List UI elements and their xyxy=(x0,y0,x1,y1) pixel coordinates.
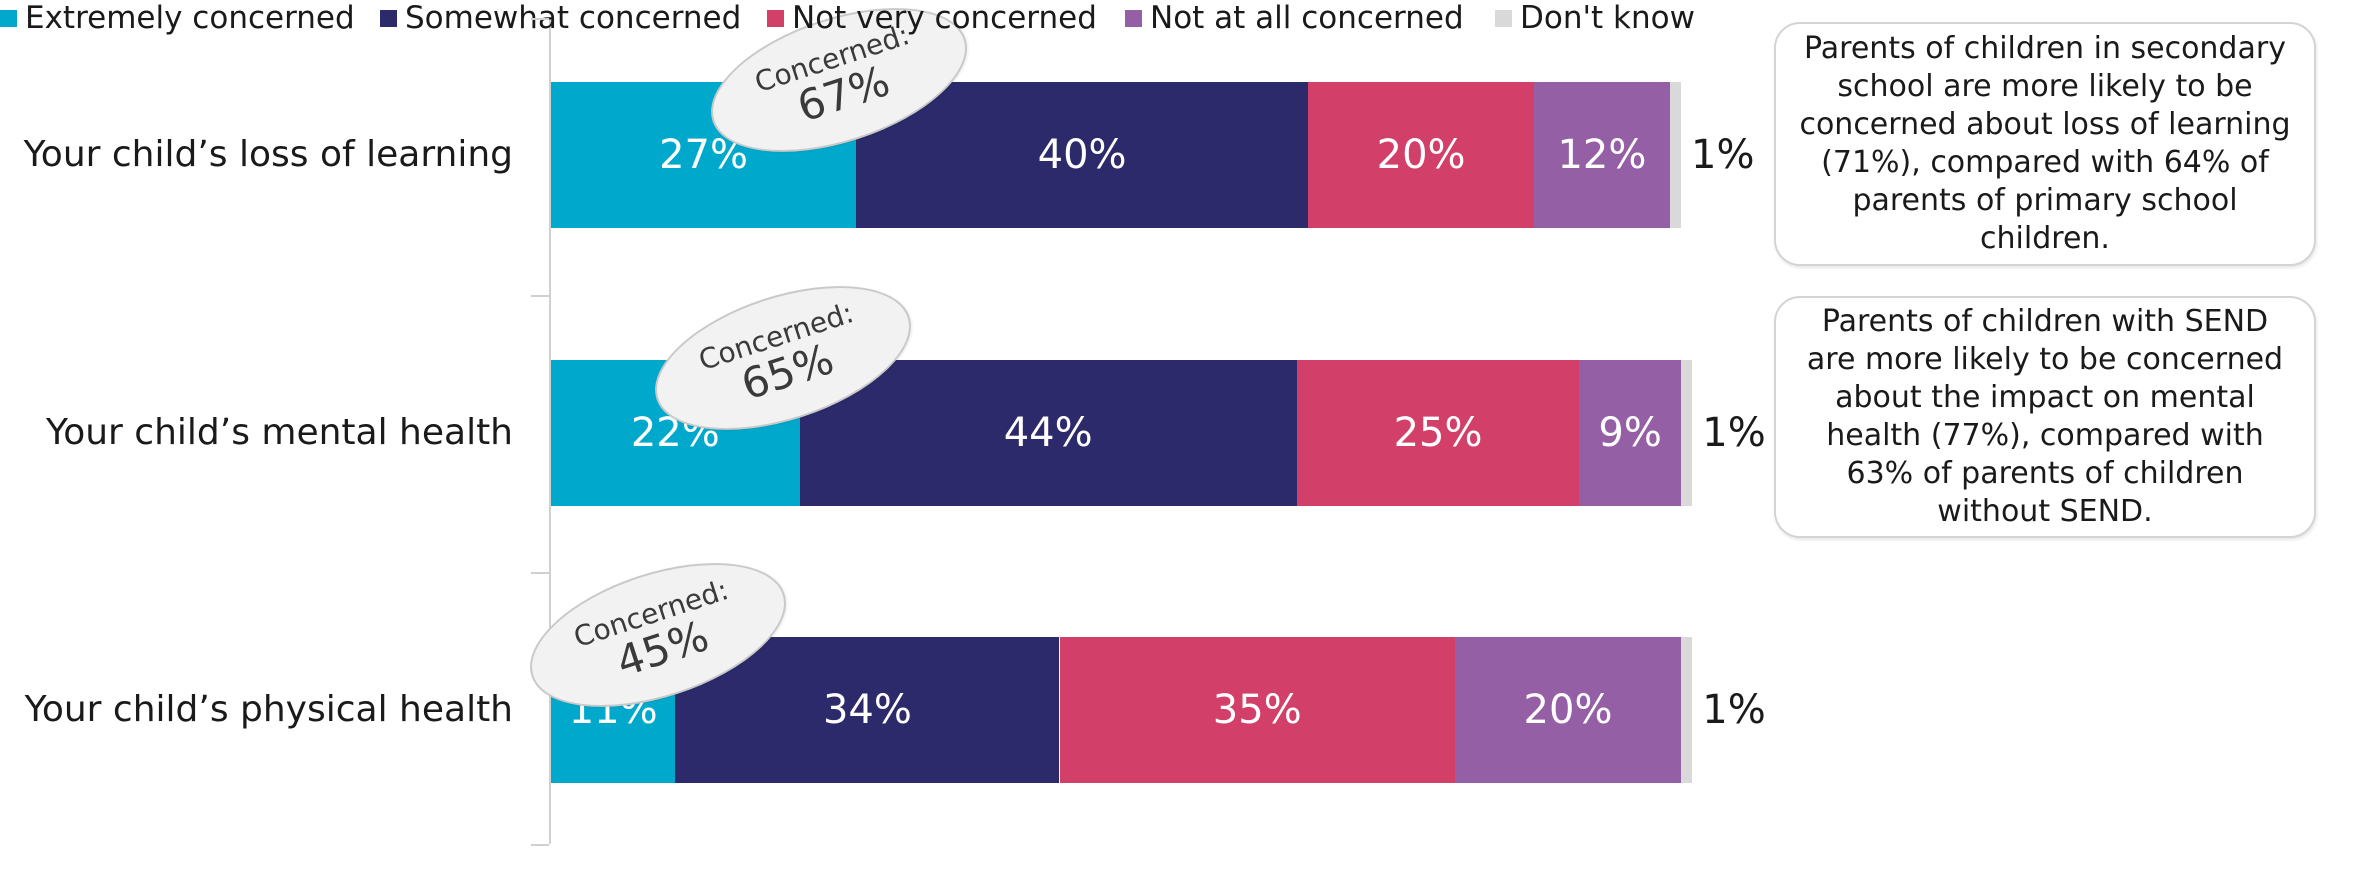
bar-segment: 40% xyxy=(856,82,1309,228)
note-text: Parents of children with SEND are more l… xyxy=(1806,304,2284,529)
legend-item: Don't know xyxy=(1495,0,1695,36)
data-label: 35% xyxy=(1212,687,1302,733)
legend-label: Not at all concerned xyxy=(1150,0,1464,36)
legend-label: Not very concerned xyxy=(792,0,1097,36)
legend-item: Extremely concerned xyxy=(0,0,355,36)
legend-swatch xyxy=(380,9,397,27)
category-label: Your child’s physical health xyxy=(24,689,513,730)
bar-segment xyxy=(1681,637,1693,783)
bar-segment: 12% xyxy=(1534,82,1670,228)
axis-tick xyxy=(531,572,549,574)
bar-segment: 34% xyxy=(675,637,1060,783)
legend-swatch xyxy=(0,9,17,27)
data-label: 25% xyxy=(1393,410,1483,456)
legend-label: Somewhat concerned xyxy=(405,0,742,36)
bar-segment: 25% xyxy=(1296,360,1580,506)
category-label: Your child’s loss of learning xyxy=(23,134,513,175)
note-loss-of-learning: Parents of children in secondary school … xyxy=(1774,22,2316,266)
axis-tick xyxy=(531,844,549,846)
note-text: Parents of children in secondary school … xyxy=(1799,31,2291,256)
legend-label: Extremely concerned xyxy=(25,0,355,36)
category-axis-line xyxy=(549,18,551,844)
legend-swatch xyxy=(1125,9,1142,27)
bar-segment: 9% xyxy=(1579,360,1681,506)
bar-segment xyxy=(1681,360,1693,506)
axis-tick xyxy=(531,18,549,20)
data-label: 44% xyxy=(1003,410,1093,456)
data-label: 9% xyxy=(1598,410,1662,456)
legend-item: Not very concerned xyxy=(767,0,1097,36)
dont-know-data-label: 1% xyxy=(1702,687,1766,733)
legend-swatch xyxy=(767,9,784,27)
data-label: 20% xyxy=(1376,132,1466,178)
legend-swatch xyxy=(1495,9,1512,27)
bar-segment: 35% xyxy=(1059,637,1455,783)
dont-know-data-label: 1% xyxy=(1702,410,1766,456)
bar-segment: 20% xyxy=(1308,82,1535,228)
bar-segment: 20% xyxy=(1455,637,1681,783)
data-label: 20% xyxy=(1523,687,1613,733)
bar-segment xyxy=(1669,82,1681,228)
legend-item: Somewhat concerned xyxy=(380,0,741,36)
bar-segment: 44% xyxy=(799,360,1297,506)
category-label: Your child’s mental health xyxy=(45,412,513,453)
data-label: 34% xyxy=(822,687,912,733)
data-label: 12% xyxy=(1557,132,1647,178)
legend-item: Not at all concerned xyxy=(1125,0,1464,36)
data-label: 40% xyxy=(1037,132,1127,178)
dont-know-data-label: 1% xyxy=(1691,132,1755,178)
note-mental-health: Parents of children with SEND are more l… xyxy=(1774,296,2316,538)
axis-tick xyxy=(531,295,549,297)
legend-label: Don't know xyxy=(1520,0,1695,36)
